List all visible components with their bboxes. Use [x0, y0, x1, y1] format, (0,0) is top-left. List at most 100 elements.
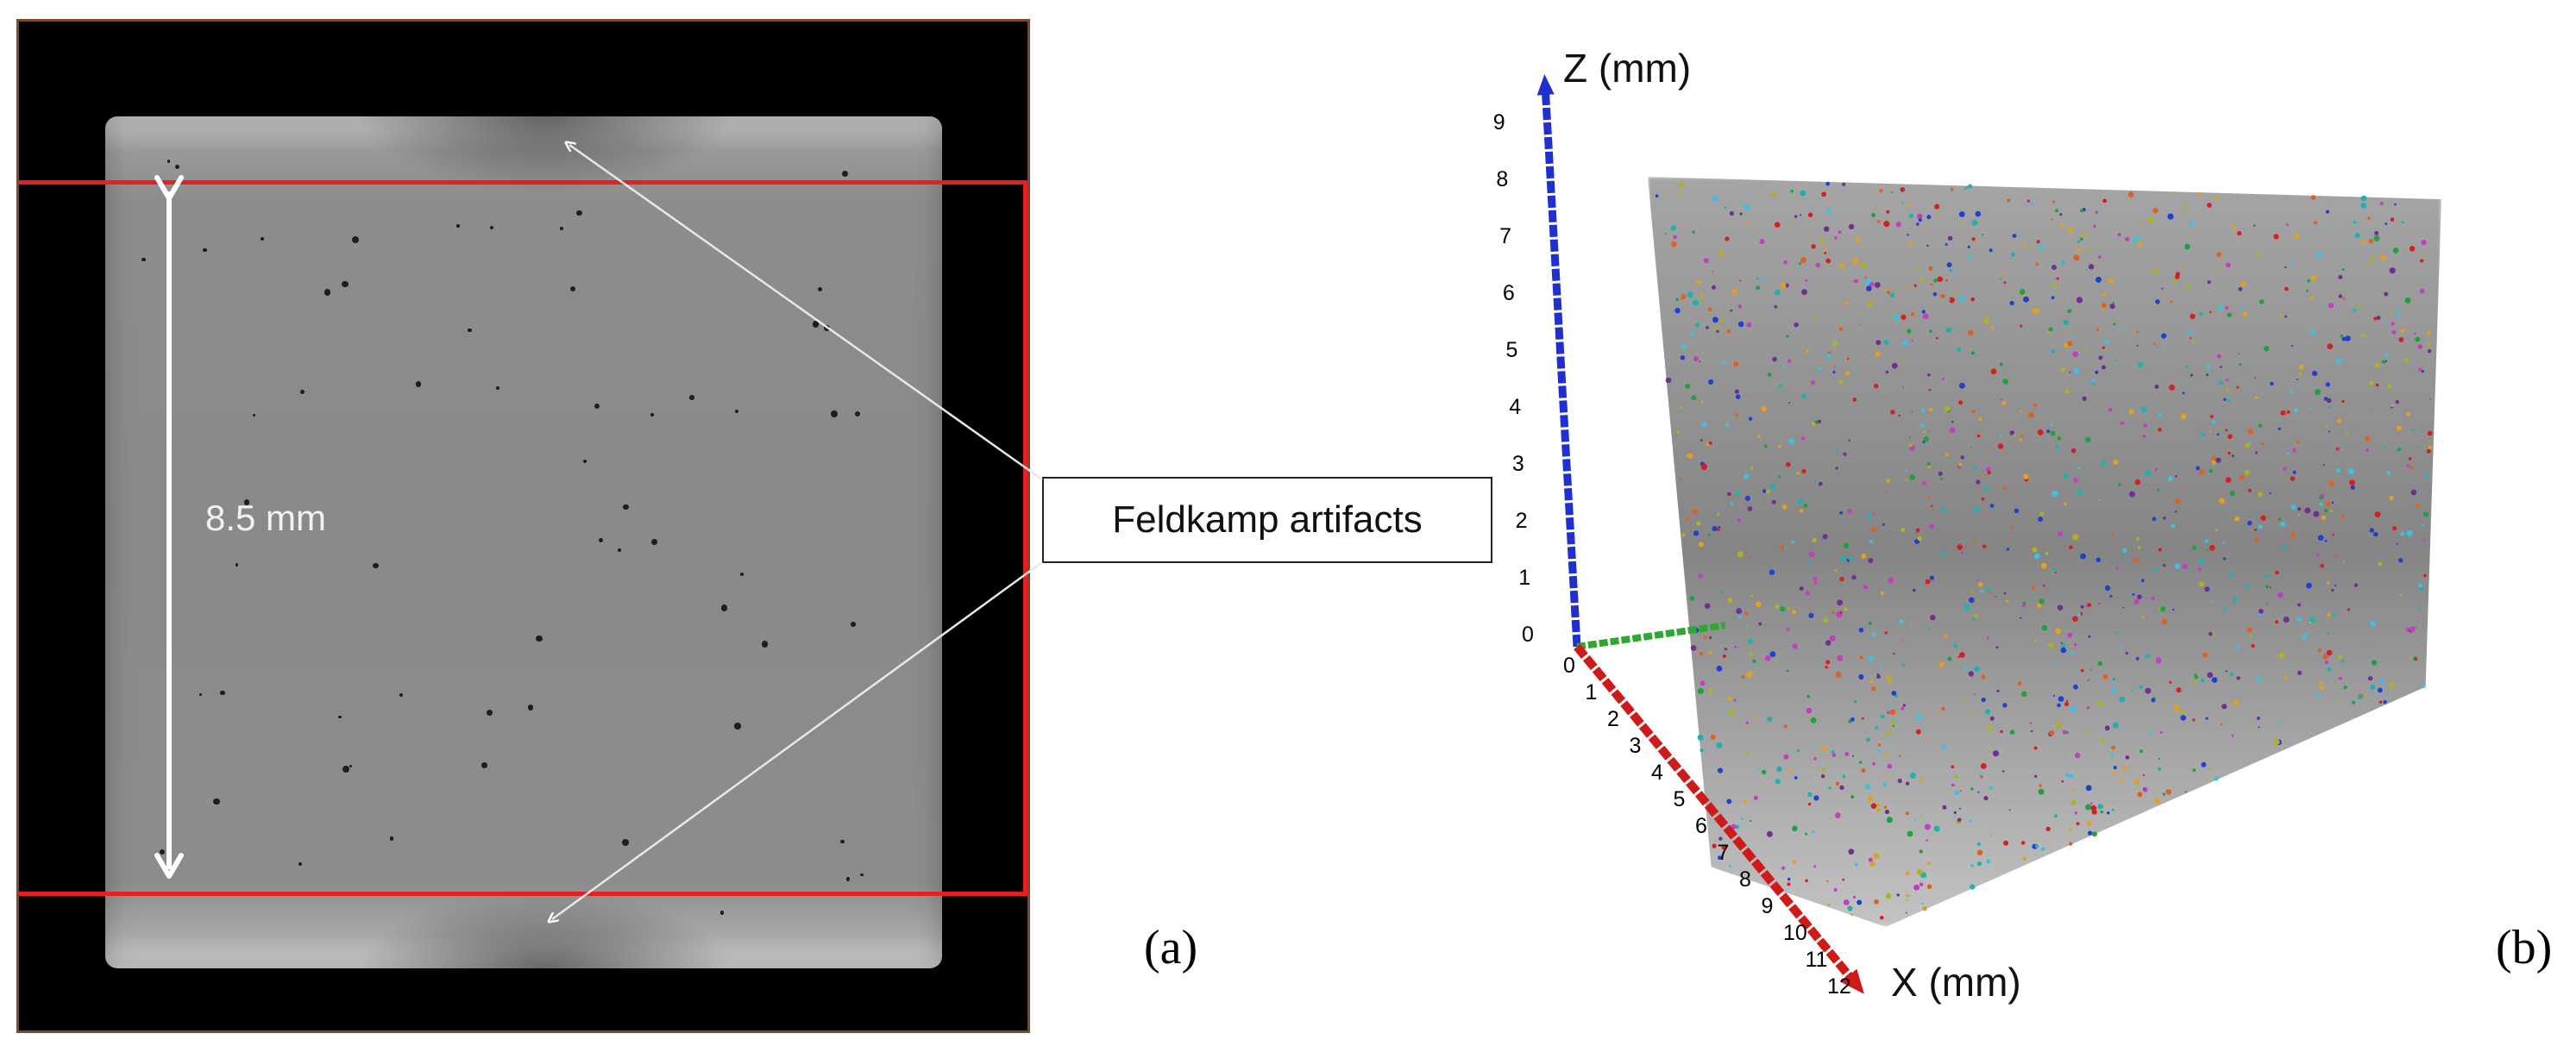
- z-tick-label: 0: [1522, 623, 1534, 647]
- pore-dot: [166, 160, 170, 163]
- pore-point: [2368, 239, 2374, 244]
- pore-point: [2160, 348, 2163, 350]
- pore-point: [1847, 509, 1852, 514]
- pore-point: [1811, 830, 1815, 834]
- z-tick-label: 3: [1511, 452, 1524, 476]
- pore-point: [1898, 414, 1901, 417]
- x-tick-label: 12: [1827, 974, 1851, 999]
- pore-point: [2000, 398, 2002, 401]
- pore-point: [2373, 316, 2378, 321]
- z-tick-label: 4: [1509, 395, 1522, 419]
- pore-point: [2120, 645, 2123, 648]
- pore-point: [2398, 558, 2403, 563]
- pore-point: [1932, 291, 1938, 297]
- pore-point: [2133, 236, 2139, 243]
- pore-point: [1980, 763, 1987, 769]
- pore-point: [2049, 730, 2055, 736]
- pore-point: [1889, 292, 1895, 298]
- pore-point: [2175, 272, 2181, 277]
- pore-point: [1868, 621, 1872, 626]
- pore-point: [1901, 201, 1904, 204]
- pore-point: [2354, 232, 2360, 239]
- pore-point: [2167, 476, 2173, 482]
- pore-point: [2151, 596, 2155, 601]
- pore-point: [1828, 786, 1831, 790]
- pore-point: [1864, 278, 1871, 285]
- pore-point: [1905, 911, 1907, 914]
- pore-point: [1759, 239, 1765, 245]
- pore-point: [1858, 323, 1861, 326]
- pore-point: [1953, 643, 1958, 648]
- pore-point: [1810, 379, 1815, 385]
- pore-point: [2322, 464, 2325, 467]
- z-tick-label: 8: [1496, 167, 1509, 191]
- pore-point: [2280, 410, 2286, 416]
- pore-dot: [220, 690, 226, 696]
- pore-point: [1907, 830, 1913, 837]
- pore-point: [1890, 709, 1896, 715]
- pore-point: [2020, 435, 2024, 438]
- pore-point: [2360, 203, 2366, 209]
- pore-point: [1734, 645, 1737, 648]
- pore-point: [2117, 233, 2121, 237]
- pore-point: [1882, 782, 1888, 787]
- pore-point: [1941, 508, 1946, 513]
- pore-point: [1797, 748, 1800, 753]
- pore-point: [2085, 436, 2091, 443]
- pore-point: [2077, 247, 2082, 253]
- x-tick-label: 9: [1761, 894, 1774, 918]
- pore-point: [2059, 260, 2064, 265]
- pore-point: [1748, 556, 1751, 559]
- pore-point: [2101, 460, 2107, 467]
- pore-point: [1807, 792, 1813, 798]
- pore-dot: [569, 285, 576, 291]
- pore-point: [2332, 612, 2336, 617]
- pore-point: [2326, 649, 2333, 656]
- pore-point: [1974, 614, 1978, 618]
- pore-point: [2223, 607, 2227, 611]
- pore-point: [1716, 329, 1719, 333]
- pore-point: [1958, 807, 1962, 811]
- pore-point: [1732, 495, 1735, 498]
- pore-point: [1938, 661, 1945, 667]
- pore-dot: [261, 236, 265, 241]
- pore-point: [2162, 563, 2166, 567]
- pore-point: [2211, 600, 2214, 603]
- pore-point: [1900, 187, 1906, 192]
- pore-point: [1869, 680, 1874, 684]
- pore-point: [1810, 717, 1817, 723]
- pore-point: [1753, 795, 1758, 800]
- pore-point: [2418, 367, 2422, 372]
- pore-point: [2088, 635, 2091, 638]
- pore-point: [2122, 606, 2125, 609]
- pore-dot: [623, 504, 629, 510]
- pore-point: [1970, 884, 1976, 890]
- pore-point: [1786, 461, 1791, 467]
- pore-point: [1886, 817, 1893, 823]
- pore-point: [1980, 775, 1983, 779]
- pore-point: [2376, 316, 2381, 321]
- pore-point: [1905, 479, 1908, 481]
- pore-point: [2345, 335, 2351, 341]
- pore-point: [1982, 317, 1990, 324]
- pore-point: [1737, 518, 1741, 523]
- pore-point: [1727, 492, 1731, 497]
- pore-point: [1687, 291, 1693, 298]
- pore-point: [1895, 222, 1901, 228]
- pore-point: [2032, 547, 2038, 553]
- pore-point: [1913, 818, 1916, 822]
- pore-point: [1715, 327, 1718, 331]
- pore-point: [2069, 842, 2073, 846]
- pore-point: [2190, 221, 2195, 227]
- pore-point: [1951, 420, 1954, 423]
- pore-point: [2214, 776, 2219, 781]
- pore-point: [2384, 291, 2389, 297]
- pore-point: [1739, 212, 1743, 216]
- pore-point: [2006, 599, 2009, 603]
- pore-point: [1655, 194, 1659, 197]
- pore-point: [2383, 445, 2386, 448]
- pore-point: [1838, 379, 1844, 385]
- pore-point: [2211, 460, 2216, 465]
- pore-point: [1919, 777, 1924, 781]
- pore-point: [1852, 258, 1859, 265]
